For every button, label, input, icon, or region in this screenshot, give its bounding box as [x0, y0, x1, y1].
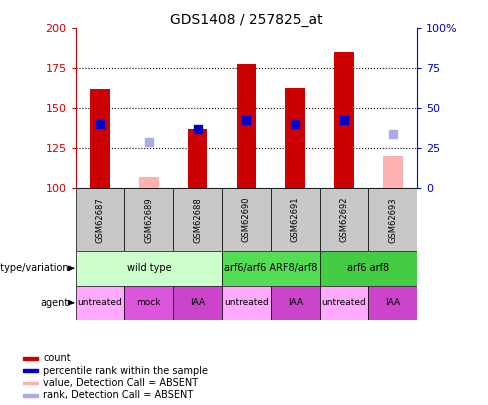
FancyBboxPatch shape: [368, 188, 417, 251]
Bar: [23, 394, 38, 396]
Text: GSM62688: GSM62688: [193, 197, 202, 243]
Bar: [23, 382, 38, 384]
Text: GSM62693: GSM62693: [388, 197, 397, 243]
Bar: [383, 156, 403, 188]
FancyBboxPatch shape: [173, 286, 222, 320]
Point: [291, 121, 299, 128]
Text: wild type: wild type: [126, 263, 171, 273]
Text: GSM62692: GSM62692: [340, 197, 348, 243]
Text: untreated: untreated: [322, 298, 366, 307]
Text: mock: mock: [137, 298, 161, 307]
Bar: [334, 52, 354, 188]
Point: [340, 116, 348, 123]
Point: [243, 116, 250, 123]
FancyBboxPatch shape: [76, 188, 124, 251]
FancyBboxPatch shape: [76, 251, 222, 286]
Text: GSM62690: GSM62690: [242, 197, 251, 243]
FancyBboxPatch shape: [368, 286, 417, 320]
Bar: [188, 129, 207, 188]
FancyBboxPatch shape: [320, 188, 368, 251]
Point: [389, 131, 397, 137]
Text: arf6 arf8: arf6 arf8: [347, 263, 389, 273]
FancyBboxPatch shape: [124, 188, 173, 251]
Text: IAA: IAA: [386, 298, 400, 307]
Bar: [23, 369, 38, 372]
Bar: [139, 177, 159, 188]
Text: genotype/variation: genotype/variation: [0, 263, 69, 273]
Text: GSM62689: GSM62689: [144, 197, 153, 243]
Title: GDS1408 / 257825_at: GDS1408 / 257825_at: [170, 13, 323, 27]
Point: [96, 121, 104, 128]
Text: untreated: untreated: [78, 298, 122, 307]
FancyBboxPatch shape: [222, 251, 320, 286]
Text: agent: agent: [41, 298, 69, 308]
FancyBboxPatch shape: [320, 251, 417, 286]
FancyBboxPatch shape: [222, 188, 271, 251]
Point: [194, 126, 202, 132]
Text: IAA: IAA: [288, 298, 303, 307]
Bar: [23, 357, 38, 360]
Text: arf6/arf6 ARF8/arf8: arf6/arf6 ARF8/arf8: [224, 263, 318, 273]
FancyBboxPatch shape: [124, 286, 173, 320]
Text: count: count: [43, 354, 71, 363]
Bar: [237, 64, 256, 188]
Text: GSM62687: GSM62687: [96, 197, 104, 243]
FancyBboxPatch shape: [320, 286, 368, 320]
Text: percentile rank within the sample: percentile rank within the sample: [43, 366, 208, 375]
Text: rank, Detection Call = ABSENT: rank, Detection Call = ABSENT: [43, 390, 194, 400]
Text: IAA: IAA: [190, 298, 205, 307]
Text: untreated: untreated: [224, 298, 269, 307]
FancyBboxPatch shape: [173, 188, 222, 251]
Point: [145, 139, 153, 145]
Text: GSM62691: GSM62691: [291, 197, 300, 243]
FancyBboxPatch shape: [76, 286, 124, 320]
Bar: [90, 89, 110, 188]
FancyBboxPatch shape: [222, 286, 271, 320]
FancyBboxPatch shape: [271, 286, 320, 320]
Bar: [285, 87, 305, 188]
FancyBboxPatch shape: [271, 188, 320, 251]
Text: value, Detection Call = ABSENT: value, Detection Call = ABSENT: [43, 378, 199, 388]
